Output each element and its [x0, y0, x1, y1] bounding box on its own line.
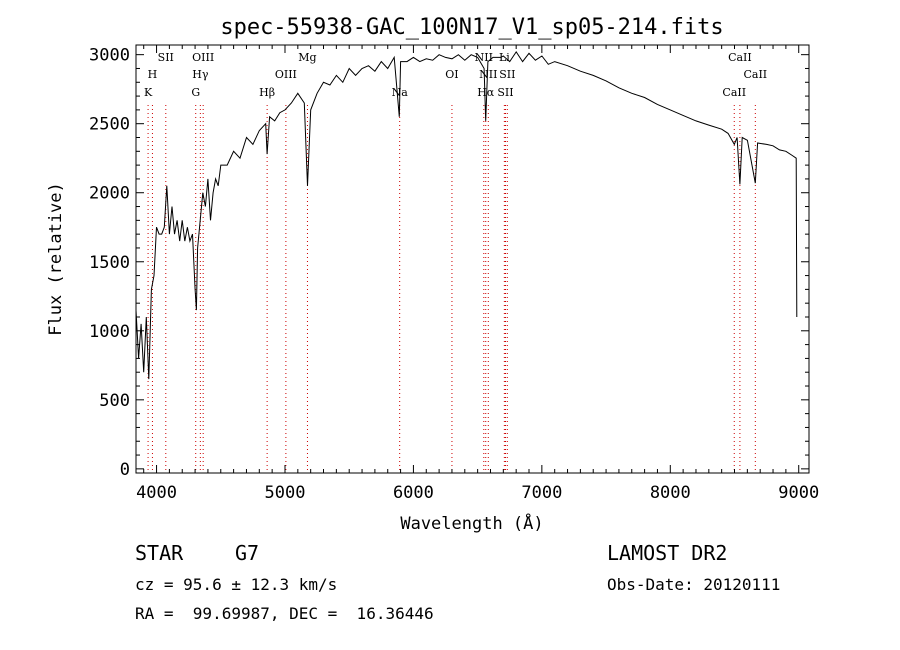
- line-marker-label: CaII: [722, 86, 746, 99]
- chart-title: spec-55938-GAC_100N17_V1_sp05-214.fits: [220, 15, 723, 40]
- coordinates-text: RA = 99.69987, DEC = 16.36446: [135, 604, 434, 623]
- line-marker-label: G: [191, 86, 200, 99]
- y-tick-label: 1000: [89, 322, 130, 342]
- x-axis-label: Wavelength (Å): [400, 512, 543, 534]
- spectral-subclass: G7: [235, 541, 260, 565]
- y-tick-label: 500: [99, 391, 130, 411]
- survey-label: LAMOST DR2: [607, 541, 728, 565]
- y-tick-label: 3000: [89, 46, 130, 66]
- y-tick-label: 2500: [89, 115, 130, 135]
- y-tick-label: 2000: [89, 184, 130, 204]
- line-marker-label: Hγ: [192, 68, 209, 81]
- y-axis-label: Flux (relative): [46, 182, 66, 336]
- line-marker-label: OIII: [192, 51, 214, 64]
- line-marker-label: Hα: [477, 86, 495, 99]
- obs-date-text: Obs-Date: 20120111: [607, 575, 781, 594]
- x-axis-ticks: 4000 5000 6000 7000 8000 9000: [136, 45, 819, 503]
- line-marker-label: OIII: [275, 68, 297, 81]
- line-marker-label: Hβ: [259, 86, 275, 99]
- line-marker-label: OI: [445, 68, 458, 81]
- spectrum-line: [135, 50, 798, 380]
- line-marker-label: Mg: [298, 51, 316, 64]
- spectral-line-labels: KHSIIGHγOIIIHβOIIIMgNaOINIIHαNIILiSIISII…: [144, 51, 767, 99]
- plot-frame: [135, 44, 810, 474]
- y-tick-label: 0: [120, 460, 130, 480]
- x-tick-label: 9000: [778, 483, 819, 503]
- y-tick-label: 1500: [89, 253, 130, 273]
- line-marker-label: K: [144, 86, 153, 99]
- line-marker-label: SII: [499, 68, 515, 81]
- x-tick-label: 4000: [136, 483, 177, 503]
- x-tick-label: 6000: [393, 483, 434, 503]
- line-marker-label: CaII: [743, 68, 767, 81]
- line-marker-label: CaII: [728, 51, 752, 64]
- object-class: STAR: [135, 541, 184, 565]
- x-tick-label: 5000: [265, 483, 306, 503]
- x-tick-label: 8000: [650, 483, 691, 503]
- line-marker-label: H: [148, 68, 158, 81]
- y-axis-ticks: 0 500 1000 1500 2000 2500 3000: [89, 46, 809, 480]
- line-marker-label: NII: [479, 68, 497, 81]
- spectral-line-markers: [147, 105, 756, 473]
- line-marker-label: SII: [158, 51, 174, 64]
- line-marker-label: SII: [497, 86, 513, 99]
- redshift-text: cz = 95.6 ± 12.3 km/s: [135, 575, 338, 594]
- x-tick-label: 7000: [521, 483, 562, 503]
